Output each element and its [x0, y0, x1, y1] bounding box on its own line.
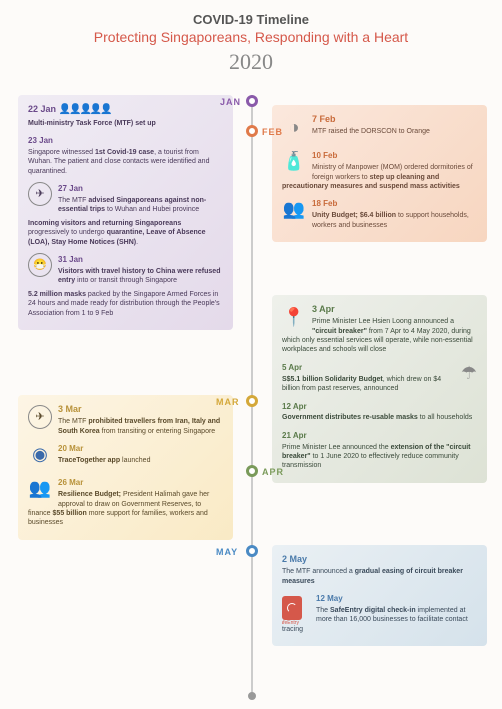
timeline-end-dot: [248, 692, 256, 700]
title-line-2: Protecting Singaporeans, Responding with…: [0, 29, 502, 45]
date-18-feb: 18 Feb: [282, 199, 477, 210]
card-march: ✈ 3 Mar The MTF prohibited travellers fr…: [18, 395, 233, 540]
umbrella-icon: ☂: [461, 361, 477, 385]
text-7-feb: MTF raised the DORSCON to Orange: [282, 127, 477, 136]
people-icon: 👤👤👤👤👤: [59, 104, 111, 115]
date-5-apr: 5 Apr: [282, 363, 477, 374]
family-icon: 👥: [282, 197, 306, 221]
date-23-jan: 23 Jan: [28, 136, 223, 147]
text-26-mar: Resilience Budget; President Halimah gav…: [28, 490, 223, 528]
date-26-mar: 26 Mar: [28, 478, 223, 489]
text-31-jan-b: 5.2 million masks packed by the Singapor…: [28, 290, 223, 318]
month-label-apr: APR: [262, 467, 284, 477]
text-2-may: The MTF announced a gradual easing of ci…: [282, 567, 477, 586]
header: COVID-19 Timeline Protecting Singaporean…: [0, 0, 502, 79]
text-27-jan-a: The MTF advised Singaporeans against non…: [28, 196, 223, 215]
date-22-jan: 22 Jan 👤👤👤👤👤: [28, 103, 223, 117]
no-travel-icon: ✈: [28, 182, 52, 206]
text-3-mar: The MTF prohibited travellers from Iran,…: [28, 417, 223, 436]
group-icon: 👥: [28, 476, 52, 500]
month-dot-apr: [246, 465, 258, 477]
text-18-feb: Unity Budget; $6.4 billion to support ho…: [282, 211, 477, 230]
date-21-apr: 21 Apr: [282, 431, 477, 442]
mask-icon: 😷: [28, 253, 52, 277]
month-dot-feb: [246, 125, 258, 137]
month-label-feb: FEB: [262, 127, 283, 137]
title-line-1: COVID-19 Timeline: [0, 12, 502, 27]
date-2-may: 2 May: [282, 553, 477, 565]
text-10-feb: Ministry of Manpower (MOM) ordered dormi…: [282, 163, 477, 191]
text-12-apr: Government distributes re-usable masks t…: [282, 413, 477, 422]
year-label: 2020: [0, 49, 502, 75]
text-20-mar: TraceTogether app launched: [28, 456, 223, 465]
card-january: 22 Jan 👤👤👤👤👤 Multi-ministry Task Force (…: [18, 95, 233, 330]
safeentry-label: SafeEntry: [282, 620, 299, 627]
text-22-jan: Multi-ministry Task Force (MTF) set up: [28, 120, 156, 127]
announce-icon: 📍: [282, 305, 306, 329]
text-31-jan-a: Visitors with travel history to China we…: [28, 267, 223, 286]
date-31-jan: 31 Jan: [28, 255, 223, 266]
text-3-apr: Prime Minister Lee Hsien Loong announced…: [282, 317, 477, 355]
text-23-jan: Singapore witnessed 1st Covid-19 case, a…: [28, 148, 223, 176]
date-7-feb: 7 Feb: [282, 113, 477, 125]
month-label-mar: MAR: [216, 397, 240, 407]
alert-icon: ◑: [282, 115, 306, 139]
date-12-may: 12 May: [282, 594, 477, 605]
text-5-apr: S$5.1 billion Solidarity Budget, which d…: [282, 375, 477, 394]
spray-icon: 🧴: [282, 149, 306, 173]
date-3-mar: 3 Mar: [28, 403, 223, 415]
card-february: ◑ 7 Feb MTF raised the DORSCON to Orange…: [272, 105, 487, 242]
month-label-may: MAY: [216, 547, 238, 557]
month-label-jan: JAN: [220, 97, 241, 107]
card-may: 2 May The MTF announced a gradual easing…: [272, 545, 487, 646]
text-12-may: The SafeEntry digital check-in implement…: [282, 606, 477, 634]
month-dot-jan: [246, 95, 258, 107]
safeentry-icon: [282, 596, 302, 620]
date-20-mar: 20 Mar: [28, 444, 223, 455]
date-27-jan: 27 Jan: [28, 184, 223, 195]
card-april: 📍 3 Apr Prime Minister Lee Hsien Loong a…: [272, 295, 487, 483]
no-fly-icon: ✈: [28, 405, 52, 429]
date-3-apr: 3 Apr: [282, 303, 477, 315]
month-dot-mar: [246, 395, 258, 407]
text-27-jan-b: Incoming visitors and returning Singapor…: [28, 219, 223, 247]
month-dot-may: [246, 545, 258, 557]
app-icon: ◉: [28, 442, 52, 466]
text-21-apr: Prime Minister Lee announced the extensi…: [282, 443, 477, 471]
date-12-apr: 12 Apr: [282, 402, 477, 413]
date-10-feb: 10 Feb: [282, 151, 477, 162]
